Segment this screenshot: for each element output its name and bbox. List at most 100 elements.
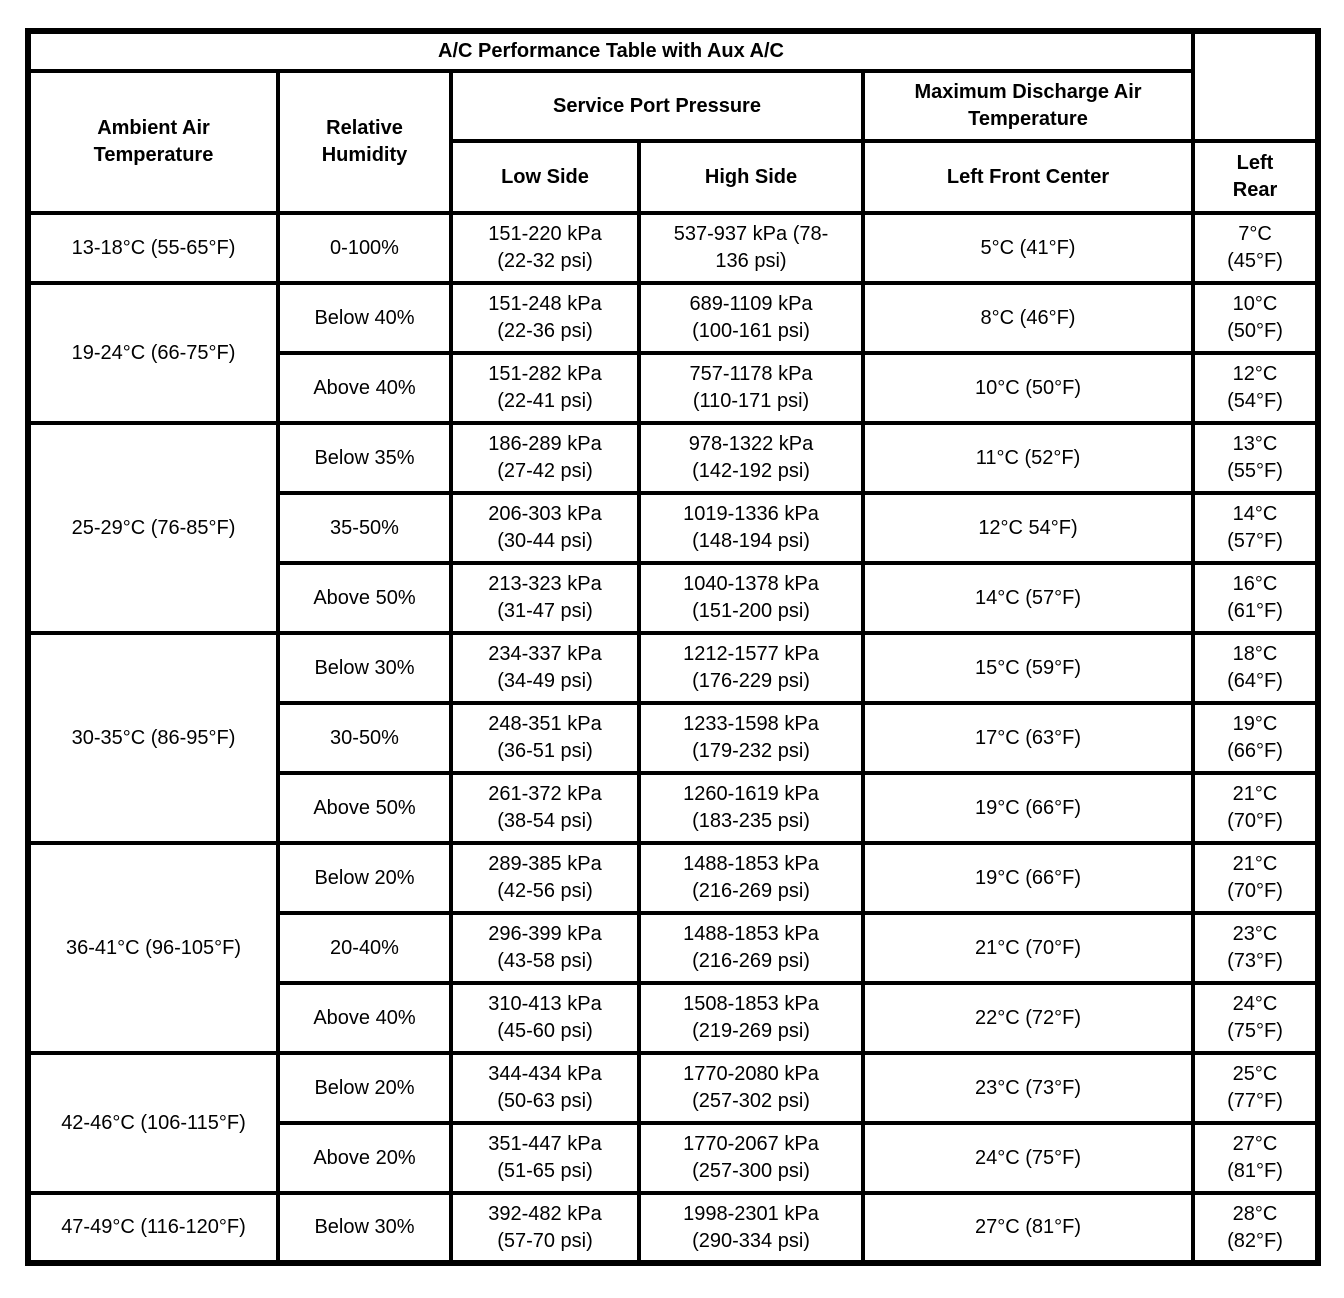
table-row: 35-50% 206-303 kPa (30-44 psi) 1019-1336 k… bbox=[28, 491, 1320, 565]
table-row: Above 40% 151-282 kPa (22-41 psi) 757-1178… bbox=[28, 351, 1320, 425]
header-high-side: High Side bbox=[637, 139, 865, 215]
high-side-pressure-cell: 1508-1853 kPa (219-269 psi) bbox=[637, 981, 865, 1055]
relative-humidity-cell: Below 35% bbox=[276, 421, 453, 495]
left-rear-temp-cell: 14°C (57°F) bbox=[1191, 491, 1320, 565]
left-rear-temp-cell: 13°C (55°F) bbox=[1191, 421, 1320, 495]
relative-humidity-cell: Below 20% bbox=[276, 1051, 453, 1125]
header-service-port-pressure: Service Port Pressure bbox=[449, 69, 865, 143]
header-left-rear: Left Rear bbox=[1191, 139, 1320, 215]
high-side-pressure-cell: 1233-1598 kPa (179-232 psi) bbox=[637, 701, 865, 775]
table-row: 25-29°C (76-85°F) Below 35% 186-289 kPa (2… bbox=[26, 421, 1320, 635]
left-front-center-temp-cell: 14°C (57°F) bbox=[861, 561, 1195, 635]
header-relative-humidity: Relative Humidity bbox=[276, 69, 453, 215]
left-rear-temp-cell: 28°C (82°F) bbox=[1191, 1191, 1320, 1265]
table-row: 47-49°C (116-120°F) Below 30% 392-482 kPa … bbox=[26, 1191, 1320, 1265]
low-side-pressure-cell: 296-399 kPa (43-58 psi) bbox=[449, 911, 641, 985]
relative-humidity-cell: Above 20% bbox=[276, 1121, 453, 1195]
low-side-pressure-cell: 186-289 kPa (27-42 psi) bbox=[449, 421, 641, 495]
relative-humidity-cell: Above 50% bbox=[276, 561, 453, 635]
low-side-pressure-cell: 344-434 kPa (50-63 psi) bbox=[449, 1051, 641, 1125]
title-row: A/C Performance Table with Aux A/C bbox=[26, 29, 1320, 143]
low-side-pressure-cell: 234-337 kPa (34-49 psi) bbox=[449, 631, 641, 705]
low-side-pressure-cell: 261-372 kPa (38-54 psi) bbox=[449, 771, 641, 845]
left-front-center-temp-cell: 17°C (63°F) bbox=[861, 701, 1195, 775]
relative-humidity-cell: Above 40% bbox=[276, 981, 453, 1055]
left-rear-temp-cell: 19°C (66°F) bbox=[1191, 701, 1320, 775]
relative-humidity-cell: 20-40% bbox=[276, 911, 453, 985]
left-rear-temp-cell: 27°C (81°F) bbox=[1191, 1121, 1320, 1195]
low-side-pressure-cell: 289-385 kPa (42-56 psi) bbox=[449, 841, 641, 915]
left-rear-temp-cell: 12°C (54°F) bbox=[1191, 351, 1320, 425]
left-front-center-temp-cell: 15°C (59°F) bbox=[861, 631, 1195, 705]
high-side-pressure-cell: 1770-2080 kPa (257-302 psi) bbox=[637, 1051, 865, 1125]
table-row: 30-35°C (86-95°F) Below 30% 234-337 kPa (3… bbox=[26, 631, 1320, 845]
left-front-center-temp-cell: 12°C 54°F) bbox=[861, 491, 1195, 565]
left-front-center-temp-cell: 23°C (73°F) bbox=[861, 1051, 1195, 1125]
header-left-front-center: Left Front Center bbox=[861, 139, 1195, 215]
relative-humidity-cell: Below 30% bbox=[276, 1191, 453, 1265]
table-row: 20-40% 296-399 kPa (43-58 psi) 1488-1853 k… bbox=[28, 911, 1320, 985]
low-side-pressure-cell: 248-351 kPa (36-51 psi) bbox=[449, 701, 641, 775]
relative-humidity-cell: Above 40% bbox=[276, 351, 453, 425]
ambient-air-temperature-cell: 13-18°C (55-65°F) bbox=[26, 211, 280, 285]
table-row: 36-41°C (96-105°F) Below 20% 289-385 kPa (… bbox=[26, 841, 1320, 1055]
low-side-pressure-cell: 206-303 kPa (30-44 psi) bbox=[449, 491, 641, 565]
high-side-pressure-cell: 537-937 kPa (78- 136 psi) bbox=[637, 211, 865, 285]
high-side-pressure-cell: 1019-1336 kPa (148-194 psi) bbox=[637, 491, 865, 565]
high-side-pressure-cell: 1212-1577 kPa (176-229 psi) bbox=[637, 631, 865, 705]
table-row: Above 50% 261-372 kPa (38-54 psi) 1260-161… bbox=[28, 771, 1320, 845]
relative-humidity-cell: 35-50% bbox=[276, 491, 453, 565]
relative-humidity-cell: Above 50% bbox=[276, 771, 453, 845]
header-maximum-discharge-air-temperature: Maximum Discharge Air Temperature bbox=[861, 69, 1195, 143]
high-side-pressure-cell: 1770-2067 kPa (257-300 psi) bbox=[637, 1121, 865, 1195]
relative-humidity-cell: Below 20% bbox=[276, 841, 453, 915]
left-rear-temp-cell: 24°C (75°F) bbox=[1191, 981, 1320, 1055]
table-header: A/C Performance Table with Aux A/C Ambie… bbox=[26, 29, 1320, 215]
left-rear-temp-cell: 10°C (50°F) bbox=[1191, 281, 1320, 355]
ambient-air-temperature-cell: 19-24°C (66-75°F) bbox=[26, 281, 280, 425]
high-side-pressure-cell: 1998-2301 kPa (290-334 psi) bbox=[637, 1191, 865, 1265]
high-side-pressure-cell: 757-1178 kPa (110-171 psi) bbox=[637, 351, 865, 425]
ambient-air-temperature-cell: 36-41°C (96-105°F) bbox=[26, 841, 280, 1055]
left-rear-temp-cell: 25°C (77°F) bbox=[1191, 1051, 1320, 1125]
high-side-pressure-cell: 978-1322 kPa (142-192 psi) bbox=[637, 421, 865, 495]
left-front-center-temp-cell: 8°C (46°F) bbox=[861, 281, 1195, 355]
low-side-pressure-cell: 151-248 kPa (22-36 psi) bbox=[449, 281, 641, 355]
left-rear-temp-cell: 21°C (70°F) bbox=[1191, 841, 1320, 915]
table-row: 30-50% 248-351 kPa (36-51 psi) 1233-1598 k… bbox=[28, 701, 1320, 775]
left-rear-temp-cell: 23°C (73°F) bbox=[1191, 911, 1320, 985]
relative-humidity-cell: 30-50% bbox=[276, 701, 453, 775]
low-side-pressure-cell: 213-323 kPa (31-47 psi) bbox=[449, 561, 641, 635]
low-side-pressure-cell: 351-447 kPa (51-65 psi) bbox=[449, 1121, 641, 1195]
relative-humidity-cell: Below 40% bbox=[276, 281, 453, 355]
low-side-pressure-cell: 310-413 kPa (45-60 psi) bbox=[449, 981, 641, 1055]
header-low-side: Low Side bbox=[449, 139, 641, 215]
table-body: 13-18°C (55-65°F) 0-100% 151-220 kPa (22-3… bbox=[26, 211, 1320, 1265]
low-side-pressure-cell: 392-482 kPa (57-70 psi) bbox=[449, 1191, 641, 1265]
table-row: 13-18°C (55-65°F) 0-100% 151-220 kPa (22-3… bbox=[26, 211, 1320, 285]
left-front-center-temp-cell: 11°C (52°F) bbox=[861, 421, 1195, 495]
table-row: Above 50% 213-323 kPa (31-47 psi) 1040-137… bbox=[28, 561, 1320, 635]
ambient-air-temperature-cell: 30-35°C (86-95°F) bbox=[26, 631, 280, 845]
ambient-air-temperature-cell: 42-46°C (106-115°F) bbox=[26, 1051, 280, 1195]
left-front-center-temp-cell: 22°C (72°F) bbox=[861, 981, 1195, 1055]
relative-humidity-cell: 0-100% bbox=[276, 211, 453, 285]
left-front-center-temp-cell: 21°C (70°F) bbox=[861, 911, 1195, 985]
high-side-pressure-cell: 1260-1619 kPa (183-235 psi) bbox=[637, 771, 865, 845]
table-title: A/C Performance Table with Aux A/C bbox=[26, 29, 1195, 73]
ambient-air-temperature-cell: 47-49°C (116-120°F) bbox=[26, 1191, 280, 1265]
ac-performance-table: A/C Performance Table with Aux A/C Ambie… bbox=[25, 28, 1321, 1266]
table-row: 19-24°C (66-75°F) Below 40% 151-248 kPa (2… bbox=[26, 281, 1320, 425]
left-front-center-temp-cell: 24°C (75°F) bbox=[861, 1121, 1195, 1195]
left-rear-temp-cell: 18°C (64°F) bbox=[1191, 631, 1320, 705]
left-rear-temp-cell: 21°C (70°F) bbox=[1191, 771, 1320, 845]
left-front-center-temp-cell: 27°C (81°F) bbox=[861, 1191, 1195, 1265]
high-side-pressure-cell: 1488-1853 kPa (216-269 psi) bbox=[637, 911, 865, 985]
left-front-center-temp-cell: 19°C (66°F) bbox=[861, 771, 1195, 845]
header-ambient-air-temperature: Ambient Air Temperature bbox=[26, 69, 280, 215]
ambient-air-temperature-cell: 25-29°C (76-85°F) bbox=[26, 421, 280, 635]
left-front-center-temp-cell: 10°C (50°F) bbox=[861, 351, 1195, 425]
high-side-pressure-cell: 1040-1378 kPa (151-200 psi) bbox=[637, 561, 865, 635]
left-front-center-temp-cell: 19°C (66°F) bbox=[861, 841, 1195, 915]
relative-humidity-cell: Below 30% bbox=[276, 631, 453, 705]
